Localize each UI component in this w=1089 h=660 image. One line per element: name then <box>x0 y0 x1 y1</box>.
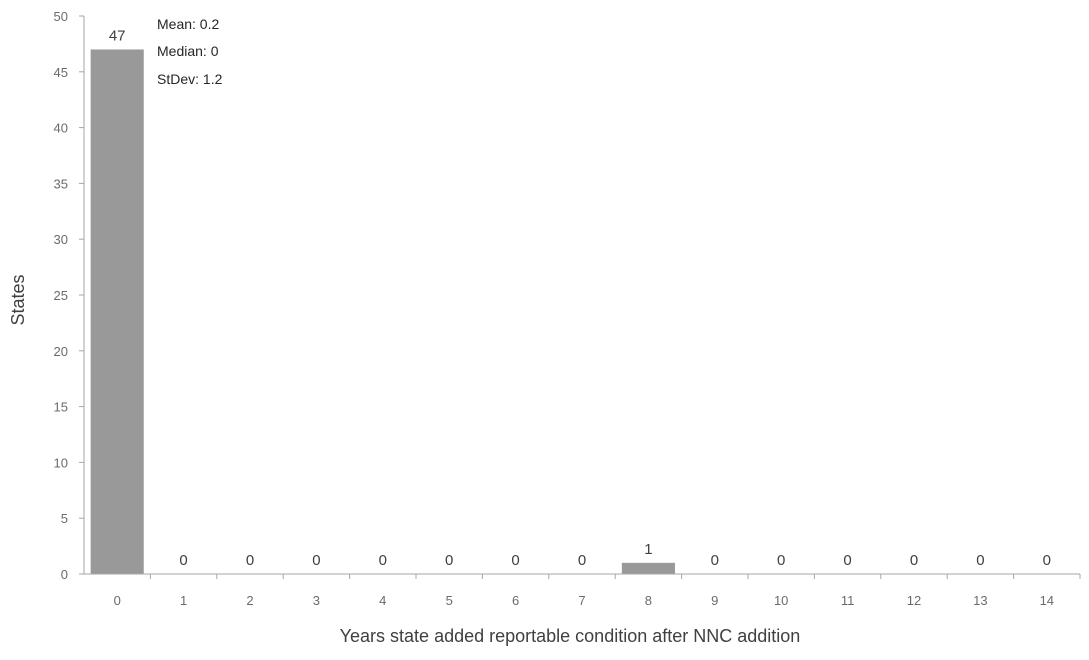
x-axis-ticks: 0 1 2 3 4 5 6 7 8 9 10 11 12 13 14 <box>114 574 1081 608</box>
x-tick-label: 8 <box>645 593 652 608</box>
y-tick-label: 15 <box>54 400 68 415</box>
bar-data-label: 0 <box>511 552 519 569</box>
y-axis-title: States <box>8 274 28 325</box>
x-tick-label: 14 <box>1040 593 1054 608</box>
x-tick-label: 1 <box>180 593 187 608</box>
bar-data-label: 47 <box>109 27 126 44</box>
x-tick-label: 11 <box>841 593 855 608</box>
bar-data-label: 0 <box>976 552 984 569</box>
y-tick-label: 5 <box>61 511 68 526</box>
bar <box>621 562 675 574</box>
x-tick-label: 13 <box>973 593 987 608</box>
stat-median: Median: 0 <box>157 43 219 59</box>
y-tick-label: 25 <box>54 288 68 303</box>
y-tick-label: 35 <box>54 176 68 191</box>
bars <box>90 49 675 575</box>
x-tick-label: 12 <box>907 593 921 608</box>
bar-data-label: 0 <box>246 552 254 569</box>
x-tick-label: 7 <box>578 593 585 608</box>
summary-statistics: Mean: 0.2 Median: 0 StDev: 1.2 <box>157 16 223 87</box>
x-tick-label: 9 <box>711 593 718 608</box>
bar-data-label: 0 <box>379 552 387 569</box>
bar-data-label: 0 <box>777 552 785 569</box>
y-tick-label: 50 <box>54 9 68 24</box>
bar-data-label: 0 <box>843 552 851 569</box>
y-tick-label: 10 <box>54 455 68 470</box>
y-tick-label: 45 <box>54 65 68 80</box>
y-axis-ticks: 0 5 10 15 20 25 30 35 40 45 50 <box>54 9 84 582</box>
stat-mean: Mean: 0.2 <box>157 16 219 32</box>
x-tick-label: 4 <box>379 593 386 608</box>
bar-data-label: 0 <box>312 552 320 569</box>
bar-data-label: 0 <box>179 552 187 569</box>
y-tick-label: 0 <box>61 567 68 582</box>
x-tick-label: 3 <box>313 593 320 608</box>
y-tick-label: 30 <box>54 232 68 247</box>
bar-data-label: 0 <box>445 552 453 569</box>
bar-data-label: 0 <box>1043 552 1051 569</box>
x-tick-label: 10 <box>774 593 788 608</box>
x-axis-title: Years state added reportable condition a… <box>340 626 801 646</box>
bar-data-label: 0 <box>910 552 918 569</box>
x-tick-label: 0 <box>114 593 121 608</box>
bar-data-label: 1 <box>644 541 652 558</box>
stat-stdev: StDev: 1.2 <box>157 71 223 87</box>
y-tick-label: 20 <box>54 344 68 359</box>
bar-data-label: 0 <box>578 552 586 569</box>
x-tick-label: 2 <box>246 593 253 608</box>
bar-data-label: 0 <box>711 552 719 569</box>
x-tick-label: 5 <box>446 593 453 608</box>
x-tick-label: 6 <box>512 593 519 608</box>
y-tick-label: 40 <box>54 121 68 136</box>
bar <box>90 49 144 575</box>
data-labels: 47 0 0 0 0 0 0 0 1 0 0 0 0 0 0 <box>109 27 1051 569</box>
